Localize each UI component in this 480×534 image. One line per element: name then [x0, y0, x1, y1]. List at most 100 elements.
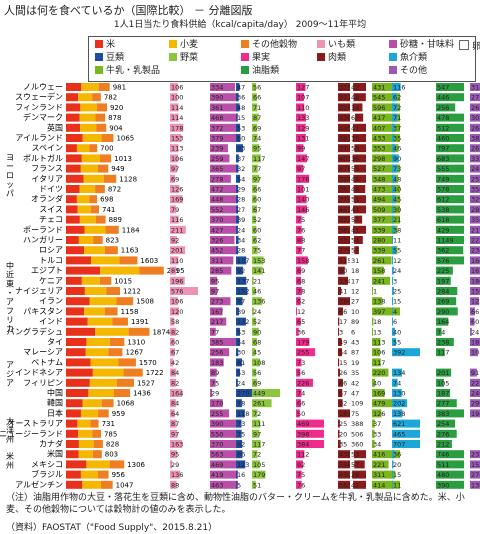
grain-value: 828 [106, 441, 119, 449]
grain-value: 1065 [116, 135, 134, 143]
bar-segment [350, 338, 354, 346]
bar-other-grain [118, 358, 136, 367]
bar-other-grain [123, 368, 143, 377]
bar-segment [252, 317, 256, 326]
bar-segment [296, 287, 302, 295]
segment-value: 212 [437, 441, 449, 449]
bar-rice [66, 103, 81, 112]
bar-wheat [80, 103, 97, 112]
bar-wheat [78, 93, 93, 102]
segment-value: 68 [253, 339, 261, 347]
segment-value: 28 [351, 471, 359, 479]
bar-other-grain [116, 297, 134, 306]
bar-segment [236, 215, 239, 224]
segment-value: 11 [393, 237, 401, 245]
segment-value: 241 [471, 165, 480, 173]
bar-segment [372, 246, 398, 255]
segment-value: 270 [237, 390, 249, 398]
segment-value: 225 [437, 267, 449, 275]
segment-value: 66 [339, 308, 347, 316]
country-label: トルコ [39, 256, 63, 265]
segment-value: 105 [253, 461, 265, 469]
segment-value: 25 [393, 288, 401, 296]
bar-segment [170, 440, 183, 448]
bar-segment [210, 144, 228, 153]
bar-segment [350, 389, 354, 397]
legend-label: 砂糖・甘味料 [400, 40, 455, 50]
bar-other-grain [98, 83, 110, 91]
bar-other-grain [117, 378, 135, 387]
bar-segment [350, 123, 354, 132]
segment-value: 20 [393, 461, 401, 469]
segment-value: 66 [339, 379, 347, 387]
bar-segment [372, 123, 400, 132]
bar-segment [392, 154, 399, 163]
segment-value: 379 [339, 196, 351, 204]
bar-segment [470, 409, 480, 418]
segment-value: 362 [437, 247, 449, 255]
bar-wheat [90, 256, 120, 265]
bar-other-grain [97, 164, 109, 173]
country-label: 中国 [47, 388, 63, 398]
segment-value: 463 [339, 206, 351, 214]
bar-rice [66, 287, 85, 295]
bar-segment [350, 174, 354, 183]
segment-value: 448 [211, 196, 223, 204]
segment-value: 42 [351, 379, 359, 387]
bar-segment [296, 297, 301, 306]
bar-segment [296, 389, 302, 397]
grain-value: 1570 [139, 359, 157, 367]
segment-value: 82 [171, 379, 179, 387]
legend-label: 豆類 [106, 53, 125, 63]
segment-value: 3 [339, 328, 343, 336]
country-label: メキシコ [31, 460, 63, 469]
bar-segment [170, 256, 179, 265]
bar-segment [210, 389, 213, 397]
bar-segment [210, 236, 235, 244]
bar-segment [350, 399, 359, 408]
bar-segment [170, 276, 185, 285]
bar-segment [170, 419, 177, 428]
segment-value: 75 [253, 247, 261, 255]
segment-value: 87 [237, 298, 245, 306]
bar-segment [436, 123, 464, 132]
bar-segment [170, 174, 176, 183]
chart-title: 人間は何を食べているか（国際比較） － 分離図版 [4, 4, 253, 17]
segment-value: 40 [393, 328, 401, 336]
bar-wheat [80, 164, 98, 173]
bar-other-grain [90, 419, 99, 428]
bar-segment [436, 327, 442, 336]
bar-segment [170, 470, 181, 479]
bar-rice [66, 266, 101, 275]
bar-wheat [80, 470, 98, 479]
legend-label: 果実 [252, 53, 271, 63]
bar-segment [436, 389, 451, 397]
bar-segment [392, 93, 397, 102]
segment-value: 152 [471, 461, 480, 469]
bar-segment [236, 236, 239, 244]
bar-segment [296, 450, 305, 459]
bar-other-grain [89, 195, 98, 204]
segment-value: 122 [471, 298, 480, 306]
segment-value: 348 [373, 175, 385, 183]
segment-value: 552 [211, 206, 223, 214]
bar-segment [236, 266, 243, 275]
bar-segment [350, 225, 354, 234]
segment-value: 58 [171, 318, 179, 326]
bar-segment [296, 266, 302, 275]
bar-segment [470, 195, 480, 204]
bar-rice [66, 144, 77, 153]
bar-wheat [78, 429, 93, 438]
segment-value: 238 [437, 339, 449, 347]
segment-value: 17 [339, 318, 347, 326]
country-label: 米国 [47, 449, 63, 459]
bar-segment [372, 440, 375, 448]
bar-segment [350, 134, 353, 142]
bar-other-grain [106, 287, 120, 295]
bar-segment [392, 83, 401, 91]
segment-value: 36 [237, 94, 245, 102]
segment-value: 469 [211, 461, 223, 469]
segment-value: 390 [437, 481, 449, 489]
region-label: ア [6, 361, 14, 370]
bar-segment [350, 287, 351, 295]
